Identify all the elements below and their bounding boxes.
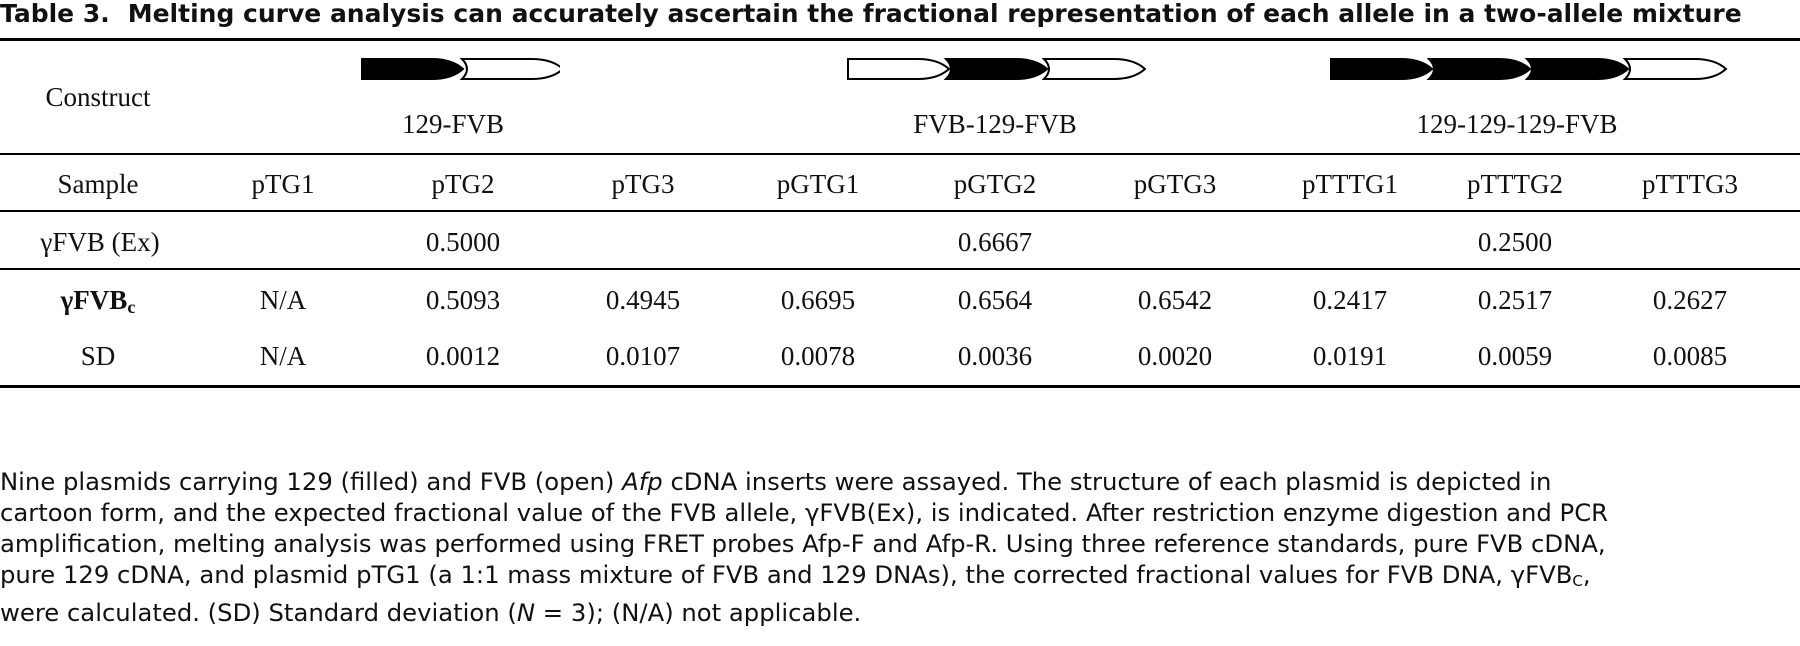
sd-pGTG3: 0.0020 — [1137, 341, 1213, 371]
expected-value-129-FVB: 0.5000 — [425, 227, 501, 257]
row-label-corrected: γFVBc — [18, 285, 178, 322]
corrected-pGTG3: 0.6542 — [1137, 285, 1213, 315]
segment-129 — [1330, 58, 1434, 80]
corrected-pGTG1: 0.6695 — [780, 285, 856, 315]
caption-line-1: Nine plasmids carrying 129 (filled) and … — [0, 466, 1800, 497]
sd-pTTTG3: 0.0085 — [1652, 341, 1728, 371]
corrected-pTTTG1: 0.2417 — [1312, 285, 1388, 315]
caption-text: Nine plasmids carrying 129 (filled) and … — [0, 467, 623, 496]
sd-pTG3: 0.0107 — [605, 341, 681, 371]
col-header-pTTTG1: pTTTG1 — [1302, 169, 1398, 199]
col-header-sample: Sample — [57, 169, 139, 199]
segment-FVB — [459, 58, 560, 80]
caption-text: = 3); (N/A) not applicable. — [535, 598, 862, 627]
rule-below-expected — [0, 268, 1800, 270]
construct-name-129-FVB: 129-FVB — [401, 109, 504, 139]
caption-line-5: were calculated. (SD) Standard deviation… — [0, 597, 1800, 628]
corrected-pTTTG2: 0.2517 — [1477, 285, 1553, 315]
caption-line-4: pure 129 cDNA, and plasmid pTG1 (a 1:1 m… — [0, 559, 1800, 597]
row-label-corrected-main: γFVB — [60, 285, 128, 315]
expected-value-129-129-129-FVB: 0.2500 — [1477, 227, 1553, 257]
col-header-pGTG1: pGTG1 — [776, 169, 860, 199]
construct-cartoon-FVB-129-FVB — [847, 58, 1146, 80]
sd-pGTG2: 0.0036 — [957, 341, 1033, 371]
caption-text: pure 129 cDNA, and plasmid pTG1 (a 1:1 m… — [0, 560, 1573, 589]
construct-name-FVB-129-FVB: FVB-129-FVB — [913, 109, 1077, 139]
col-header-pTG2: pTG2 — [431, 169, 495, 199]
col-header-pTG1: pTG1 — [251, 169, 315, 199]
col-header-pTTTG3: pTTTG3 — [1642, 169, 1738, 199]
rule-below-header — [0, 210, 1800, 212]
row-label-sd: SD — [80, 341, 116, 371]
caption-text: , — [1582, 560, 1591, 589]
corrected-pTG1: N/A — [259, 285, 307, 315]
segment-129 — [1426, 58, 1532, 80]
caption-text: were calculated. (SD) Standard deviation… — [0, 598, 517, 627]
segment-129 — [943, 58, 1049, 80]
sd-pTG2: 0.0012 — [425, 341, 501, 371]
corrected-pTG2: 0.5093 — [425, 285, 501, 315]
rule-below-construct — [0, 153, 1800, 155]
sd-pTTTG1: 0.0191 — [1312, 341, 1388, 371]
caption-line-2: cartoon form, and the expected fractiona… — [0, 498, 1609, 527]
table-title-text: Melting curve analysis can accurately as… — [127, 0, 1742, 28]
sd-pTTTG2: 0.0059 — [1477, 341, 1553, 371]
table-title: Table 3. Melting curve analysis can accur… — [0, 0, 1800, 36]
col-header-pGTG3: pGTG3 — [1133, 169, 1217, 199]
col-header-pTG3: pTG3 — [611, 169, 675, 199]
segment-129 — [1524, 58, 1630, 80]
construct-cartoon-129-129-129-FVB — [1330, 58, 1728, 80]
sd-pGTG1: 0.0078 — [780, 341, 856, 371]
caption-n-symbol: N — [516, 598, 536, 627]
segment-FVB — [1622, 58, 1728, 80]
segment-129 — [361, 58, 465, 80]
top-rule — [0, 38, 1800, 41]
col-header-pTTTG2: pTTTG2 — [1467, 169, 1563, 199]
construct-label: Construct — [45, 82, 151, 112]
caption-gene-name: Afp — [622, 467, 663, 496]
caption-subscript: C — [1572, 572, 1583, 590]
table-number: Table 3. — [0, 0, 110, 28]
caption-line-3: amplification, melting analysis was perf… — [0, 529, 1606, 558]
sd-pTG1: N/A — [259, 341, 307, 371]
expected-value-FVB-129-FVB: 0.6667 — [957, 227, 1033, 257]
construct-cartoon-129-FVB — [361, 58, 560, 80]
row-label-expected: γFVB (Ex) — [40, 227, 160, 257]
corrected-pGTG2: 0.6564 — [957, 285, 1033, 315]
corrected-pTG3: 0.4945 — [605, 285, 681, 315]
col-header-pGTG2: pGTG2 — [953, 169, 1037, 199]
corrected-pTTTG3: 0.2627 — [1652, 285, 1728, 315]
segment-FVB — [847, 58, 951, 80]
table-caption: Nine plasmids carrying 129 (filled) and … — [0, 466, 1800, 628]
construct-name-129-129-129-FVB: 129-129-129-FVB — [1416, 109, 1618, 139]
row-label-corrected-sub: c — [127, 297, 136, 317]
bottom-rule — [0, 385, 1800, 388]
caption-text: cDNA inserts were assayed. The structure… — [662, 467, 1552, 496]
segment-FVB — [1041, 58, 1146, 80]
